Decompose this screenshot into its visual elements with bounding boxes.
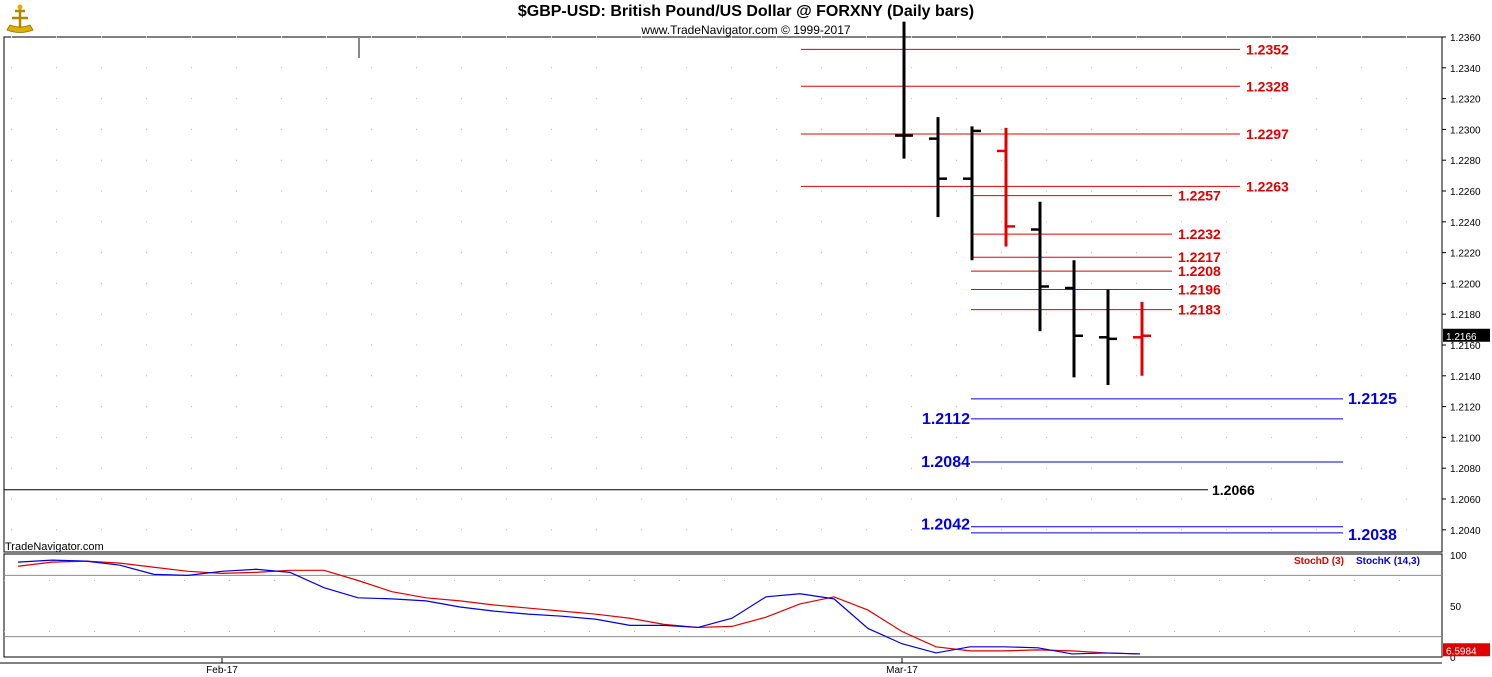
- y-tick-label: 1.2060: [1450, 495, 1481, 506]
- last-price-tag: [1443, 328, 1490, 342]
- ohlc-bar: [997, 127, 1015, 247]
- pivot-label: 1.2066: [1212, 482, 1255, 498]
- copyright-text: www.TradeNavigator.com © 1999-2017: [641, 23, 851, 37]
- y-tick-label: 1.2240: [1450, 218, 1481, 229]
- y-tick-label: 1.2140: [1450, 372, 1481, 383]
- y-tick-label: 1.2160: [1450, 341, 1481, 352]
- sextant-logo-icon: [6, 4, 34, 33]
- y-tick-label: 1.2080: [1450, 464, 1481, 475]
- y-tick-label: 1.2180: [1450, 310, 1481, 321]
- support-label: 1.2042: [921, 517, 970, 534]
- stoch-series-line: [17, 559, 1141, 655]
- ohlc-bar: [1065, 260, 1083, 378]
- x-tick-label: Mar-17: [886, 665, 918, 676]
- watermark-text: TradeNavigator.com: [5, 541, 104, 553]
- resistance-label: 1.2208: [1178, 263, 1221, 279]
- ohlc-bar: [895, 21, 913, 159]
- resistance-label: 1.2297: [1246, 126, 1289, 142]
- resistance-label: 1.2352: [1246, 41, 1289, 57]
- ohlc-bar: [1133, 301, 1151, 376]
- y-tick-label: 1.2100: [1450, 433, 1481, 444]
- y-tick-label: 1.2360: [1450, 33, 1481, 44]
- y-tick-label: 1.2260: [1450, 187, 1481, 198]
- y-tick-label: 1.2320: [1450, 95, 1481, 106]
- resistance-label: 1.2328: [1246, 78, 1289, 94]
- support-label: 1.2038: [1348, 527, 1397, 544]
- y-tick-label: 1.2300: [1450, 125, 1481, 136]
- ohlc-bar: [929, 117, 947, 218]
- resistance-label: 1.2232: [1178, 226, 1221, 242]
- y-tick-label: 1.2040: [1450, 526, 1481, 537]
- resistance-label: 1.2196: [1178, 282, 1221, 298]
- ohlc-bar: [1031, 201, 1049, 332]
- support-label: 1.2112: [922, 411, 970, 428]
- price-panel-frame: [3, 36, 1443, 553]
- legend-stochk: StochK (14,3): [1356, 556, 1420, 567]
- resistance-label: 1.2257: [1178, 188, 1221, 204]
- chart-title: $GBP-USD: British Pound/US Dollar @ FORX…: [517, 3, 975, 20]
- indicator-last-value-tag: [1443, 643, 1490, 657]
- indicator-y-tick-label: 0: [1450, 653, 1456, 664]
- y-tick-label: 1.2340: [1450, 64, 1481, 75]
- y-tick-label: 1.2280: [1450, 156, 1481, 167]
- resistance-label: 1.2217: [1178, 249, 1221, 265]
- y-tick-label: 1.2120: [1450, 403, 1481, 414]
- ohlc-bar: [1099, 289, 1117, 386]
- ohlc-bar: [963, 126, 981, 261]
- x-tick-label: Feb-17: [206, 665, 238, 676]
- legend-stochd: StochD (3): [1294, 556, 1344, 567]
- indicator-panel-frame: [3, 553, 1443, 658]
- support-label: 1.2125: [1348, 391, 1397, 408]
- indicator-y-tick-label: 50: [1450, 602, 1462, 613]
- y-tick-label: 1.2200: [1450, 279, 1481, 290]
- resistance-label: 1.2183: [1178, 302, 1221, 318]
- stoch-series-line: [17, 560, 1141, 655]
- resistance-label: 1.2263: [1246, 178, 1289, 194]
- indicator-last-value-label: 6.5984: [1446, 646, 1477, 657]
- y-tick-label: 1.2220: [1450, 249, 1481, 260]
- indicator-y-tick-label: 100: [1450, 551, 1467, 562]
- last-price-label: 1.2166: [1446, 332, 1477, 343]
- support-label: 1.2084: [921, 454, 970, 471]
